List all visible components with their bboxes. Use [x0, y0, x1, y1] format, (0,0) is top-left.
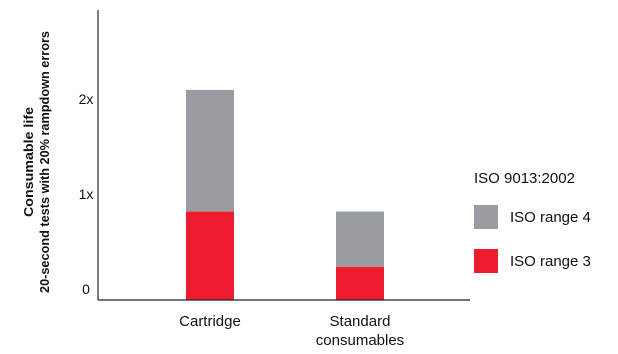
legend: ISO 9013:2002 ISO range 4 ISO range 3 [474, 170, 614, 293]
legend-label-iso-range-4: ISO range 4 [510, 208, 591, 226]
y-tick-labels: 0 1x 2x [79, 91, 94, 297]
x-category-labels: Cartridge Standard consumables [179, 313, 404, 349]
x-category-label-0: Cartridge [179, 313, 241, 330]
bars [186, 89, 384, 300]
legend-label-iso-range-3: ISO range 3 [510, 252, 591, 270]
y-axis-label: Consumable life 20-second tests with 20%… [21, 31, 52, 293]
legend-item-iso-range-4: ISO range 4 [474, 205, 614, 229]
legend-swatch-iso-range-3 [474, 249, 498, 273]
legend-item-iso-range-3: ISO range 3 [474, 249, 614, 273]
y-tick-label-0: 0 [82, 281, 90, 297]
bar-cartridge-iso-range-3 [186, 211, 234, 300]
bar-standard-iso-range-4 [336, 211, 384, 267]
y-tick-label-1: 1x [79, 186, 94, 202]
bar-cartridge-iso-range-4 [186, 89, 234, 212]
y-tick-label-2: 2x [79, 91, 94, 107]
x-category-label-1: Standard consumables [316, 313, 404, 349]
bar-standard-iso-range-3 [336, 266, 384, 300]
y-axis-label-line-2: 20-second tests with 20% rampdown errors [37, 31, 52, 293]
y-axis-label-line-1: Consumable life [21, 107, 36, 217]
legend-title: ISO 9013:2002 [474, 170, 575, 187]
legend-swatch-iso-range-4 [474, 205, 498, 229]
